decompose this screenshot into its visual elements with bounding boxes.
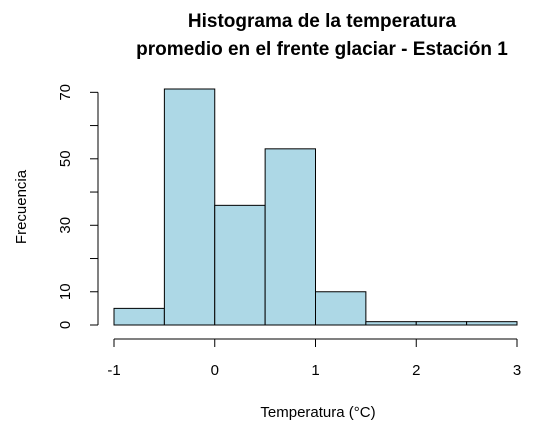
x-tick-label: 2 [412,362,420,379]
y-tick-label: 70 [57,84,74,101]
y-axis: 0 10 30 50 70 [57,84,99,329]
x-axis: -1 0 1 2 3 [107,338,521,379]
y-tick-label: 50 [57,150,74,167]
chart-subtitle: promedio en el frente glaciar - Estación… [136,39,508,60]
histogram-bars [113,88,518,326]
histogram-bar-7 [466,321,518,326]
x-tick-label: 3 [513,362,521,379]
histogram-bar-1 [163,88,216,326]
x-axis-label: Temperatura (°C) [260,404,375,421]
y-tick-label: 10 [57,283,74,300]
y-tick-label: 0 [57,321,74,329]
x-tick-label: -1 [107,362,120,379]
histogram-bar-5 [365,321,417,326]
histogram-bar-2 [214,204,266,326]
histogram-bar-6 [415,321,468,326]
x-tick-label: 1 [311,362,319,379]
histogram-bar-0 [113,307,165,326]
chart-title: Histograma de la temperatura [188,11,457,32]
y-axis-label: Frecuencia [13,169,30,244]
x-tick-label: 0 [211,362,219,379]
y-tick-label: 30 [57,217,74,234]
histogram-bar-4 [315,291,367,326]
histogram-bar-3 [264,148,316,326]
